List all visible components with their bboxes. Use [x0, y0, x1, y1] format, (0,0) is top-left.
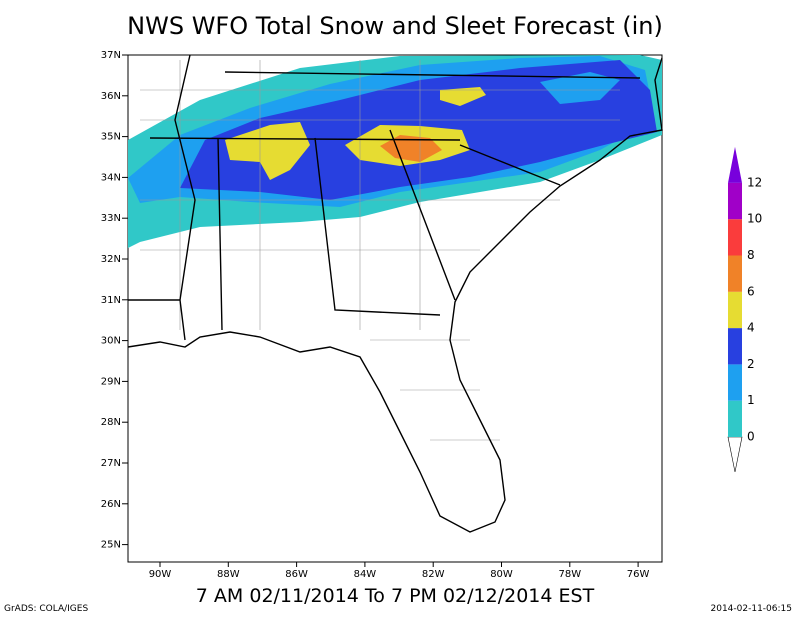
lon-label: 82W	[422, 569, 445, 580]
coastline	[127, 57, 663, 533]
colorbar-label: 1	[747, 393, 755, 407]
colorbar-over	[728, 146, 742, 183]
time-range: 7 AM 02/11/2014 To 7 PM 02/12/2014 EST	[196, 585, 595, 607]
lat-label: 36N	[101, 91, 121, 102]
lon-label: 88W	[217, 569, 240, 580]
colorbar-under	[727, 436, 743, 473]
lat-label: 32N	[101, 254, 121, 265]
colorbar-label: 4	[747, 321, 755, 335]
lat-label: 34N	[101, 172, 121, 183]
colorbar-segment	[728, 291, 742, 329]
timestamp: 2014-02-11-06:15	[711, 604, 793, 614]
lat-label: 29N	[101, 376, 121, 387]
colorbar-segment	[728, 182, 742, 220]
lon-label: 90W	[149, 569, 172, 580]
lat-label: 28N	[101, 417, 121, 428]
colorbar-label: 10	[747, 212, 762, 226]
longitude-labels: 90W 88W 86W 84W 82W 80W 78W 76W	[149, 562, 650, 580]
lon-label: 86W	[285, 569, 308, 580]
map-title: NWS WFO Total Snow and Sleet Forecast (i…	[127, 12, 663, 40]
colorbar-label: 6	[747, 284, 755, 298]
lat-label: 35N	[101, 132, 121, 143]
county-lines	[140, 60, 620, 441]
colorbar-segment	[728, 255, 742, 292]
colorbar-label: 12	[747, 175, 762, 189]
lat-label: 27N	[101, 458, 121, 469]
lat-label: 26N	[101, 499, 121, 510]
credit: GrADS: COLA/IGES	[4, 604, 88, 614]
latitude-labels: 37N 36N 35N 34N 33N 32N 31N 30N 29N 28N 27N 26N 25N	[101, 50, 128, 551]
lat-label: 31N	[101, 295, 121, 306]
lon-label: 84W	[354, 569, 377, 580]
lon-label: 76W	[627, 569, 650, 580]
lat-label: 33N	[101, 213, 121, 224]
colorbar-segment	[728, 328, 742, 365]
lon-label: 78W	[558, 569, 581, 580]
snow-6-8	[380, 135, 442, 162]
state-lines	[128, 54, 641, 341]
lat-label: 37N	[101, 50, 121, 61]
colorbar-segment	[728, 400, 742, 437]
colorbar-segment	[728, 364, 742, 401]
snow-1-2	[540, 72, 620, 104]
colorbar-label: 2	[747, 357, 755, 371]
lat-label: 25N	[101, 540, 121, 551]
lat-label: 30N	[101, 336, 121, 347]
lon-label: 80W	[490, 569, 513, 580]
colorbar-segment	[728, 219, 742, 256]
colorbar-label: 8	[747, 248, 755, 262]
map-area	[127, 54, 663, 563]
colorbar-label: 0	[747, 430, 755, 444]
